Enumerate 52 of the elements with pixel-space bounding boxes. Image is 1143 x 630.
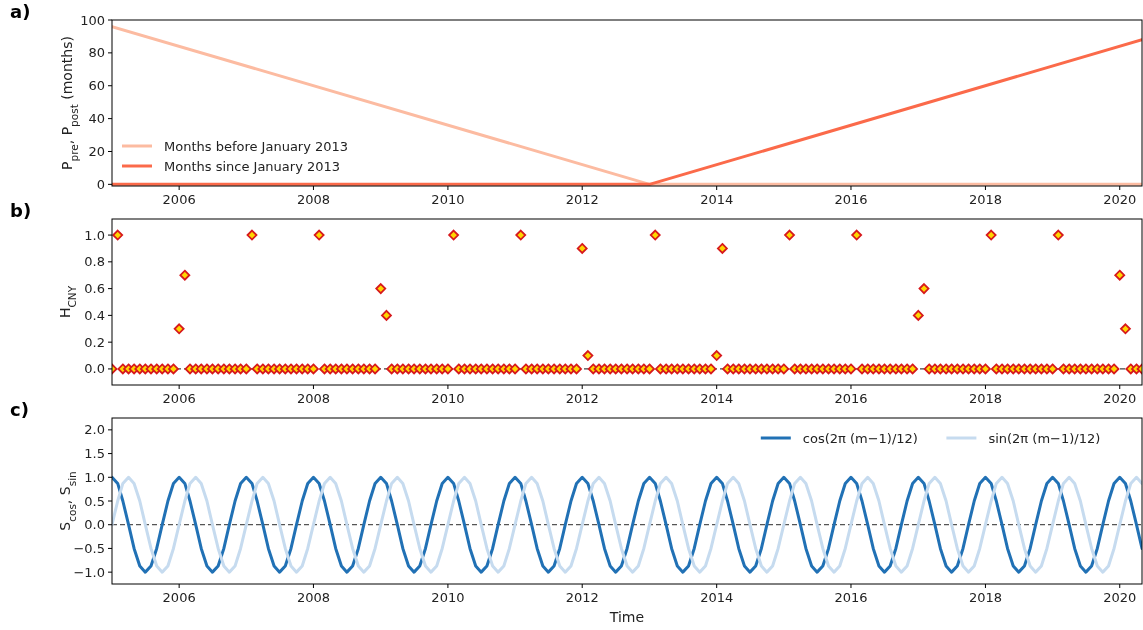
x-tick-label: 2014 [700, 590, 734, 605]
x-tick-label: 2016 [834, 192, 868, 207]
y-tick-label: 0.4 [84, 307, 105, 323]
legend-label: cos(2π (m−1)/12) [802, 431, 918, 446]
y-tick-label: 0.5 [84, 493, 105, 509]
chart-title: c) [10, 399, 29, 420]
legend-label: Months since January 2013 [164, 159, 341, 174]
legend-label: Months before January 2013 [164, 139, 349, 154]
x-tick-label: 2020 [1103, 391, 1137, 406]
y-tick-label: −0.5 [73, 540, 105, 556]
x-tick-label: 2020 [1103, 590, 1137, 605]
x-tick-label: 2006 [162, 590, 196, 605]
y-tick-label: 80 [88, 45, 105, 61]
y-tick-label: 0.0 [84, 361, 105, 377]
x-tick-label: 2016 [834, 391, 868, 406]
x-tick-label: 2018 [968, 192, 1002, 207]
x-tick-label: 2012 [565, 590, 599, 605]
x-tick-label: 2014 [700, 391, 734, 406]
x-tick-label: 2008 [296, 391, 330, 406]
x-tick-label: 2008 [296, 192, 330, 207]
x-tick-label: 2014 [700, 192, 734, 207]
x-tick-label: 2012 [565, 391, 599, 406]
y-tick-label: 0.8 [84, 254, 105, 270]
chart-title: b) [10, 200, 32, 221]
y-tick-label: −1.0 [73, 564, 105, 580]
y-tick-label: 1.0 [84, 469, 105, 485]
y-tick-label: 20 [88, 143, 105, 159]
y-tick-label: 0 [96, 176, 105, 192]
y-tick-label: 0.0 [84, 517, 105, 533]
legend-label: sin(2π (m−1)/12) [988, 431, 1101, 446]
x-tick-label: 2006 [162, 391, 196, 406]
y-tick-label: 40 [88, 111, 105, 127]
x-tick-label: 2012 [565, 192, 599, 207]
y-tick-label: 1.0 [84, 227, 105, 243]
y-tick-label: 2.0 [84, 422, 105, 438]
x-tick-label: 2010 [431, 192, 465, 207]
chart-title: a) [10, 1, 31, 22]
x-tick-label: 2006 [162, 192, 196, 207]
x-tick-label: 2010 [431, 590, 465, 605]
x-axis-title: Time [608, 609, 645, 625]
y-tick-label: 0.2 [84, 334, 105, 350]
y-tick-label: 60 [88, 78, 105, 94]
y-tick-label: 1.5 [84, 446, 105, 462]
x-tick-label: 2016 [834, 590, 868, 605]
y-tick-label: 100 [80, 12, 105, 28]
x-tick-label: 2010 [431, 391, 465, 406]
x-tick-label: 2018 [968, 391, 1002, 406]
x-tick-label: 2018 [968, 590, 1002, 605]
x-tick-label: 2020 [1103, 192, 1137, 207]
y-tick-label: 0.6 [84, 281, 105, 297]
line-series [112, 475, 1142, 574]
x-tick-label: 2008 [296, 590, 330, 605]
